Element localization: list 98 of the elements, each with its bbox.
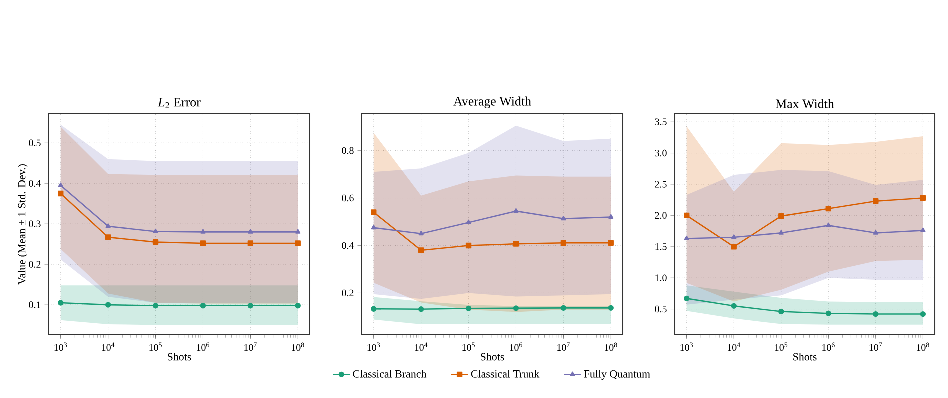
x-tick-label: 10$^{5}$ [775, 342, 788, 352]
point [732, 234, 737, 240]
point [608, 240, 614, 246]
point [466, 242, 472, 249]
point [778, 230, 784, 235]
x-tick-label: 10$^{4}$ [415, 342, 428, 352]
x-tick-label: 10$^{3}$ [680, 342, 694, 352]
point [295, 240, 301, 246]
x-tick-label: 10$^{7}$ [244, 342, 257, 352]
point [371, 210, 377, 216]
point [106, 224, 111, 228]
x-axis-title: Shots [794, 352, 817, 361]
point [684, 212, 690, 219]
y-tick-label: 3.0 [655, 150, 667, 157]
point [873, 311, 879, 318]
y-tick-label: 1.5 [656, 244, 667, 250]
point [873, 230, 878, 235]
point [248, 240, 254, 246]
point [873, 198, 879, 204]
x-tick-label: 10$^{4}$ [102, 342, 115, 352]
point [200, 229, 206, 234]
x-tick-label: 10$^{8}$ [292, 342, 304, 352]
x-tick-label: 10$^{6}$ [510, 342, 522, 352]
x-tick-label: 10$^{3}$ [54, 342, 68, 352]
point [513, 241, 520, 247]
point [418, 231, 424, 236]
point [731, 303, 737, 310]
x-axis-title: Shots [481, 352, 504, 361]
point [466, 306, 472, 312]
x-tick-label: 10$^{3}$ [368, 342, 380, 352]
chart-title: Max Width [776, 99, 834, 108]
point [778, 308, 784, 315]
x-tick-label: 10$^{8}$ [605, 342, 618, 352]
point [731, 244, 737, 250]
y-tick-label: 0.4 [29, 180, 42, 187]
x-tick-label: 10$^{6}$ [197, 342, 210, 352]
y-tick-label: 0.2 [342, 290, 354, 297]
x-tick-label: 10$^{8}$ [917, 342, 930, 352]
point [371, 225, 376, 230]
y-tick-label: 2.5 [655, 181, 667, 188]
point [296, 229, 301, 234]
point [152, 239, 159, 246]
x-tick-label: 10$^{6}$ [822, 342, 835, 352]
point [513, 306, 520, 312]
y-tick-label: 0.6 [342, 194, 354, 202]
point [778, 213, 784, 220]
point [58, 300, 64, 306]
point [58, 182, 64, 188]
legend-label: Classical Branch [353, 370, 427, 378]
y-axis-title: Value (Mean ± 1 Std. Dev.) [18, 164, 28, 285]
point [105, 234, 112, 240]
chart-title: Average Width [454, 96, 532, 108]
point [152, 303, 159, 309]
point [561, 216, 566, 221]
x-tick-label: 10$^{7}$ [870, 342, 882, 352]
point [153, 228, 158, 234]
point [371, 306, 377, 312]
point [248, 303, 254, 309]
x-tick-label: 10$^{5}$ [462, 342, 475, 352]
point [58, 190, 64, 197]
point [200, 240, 206, 246]
point [826, 206, 832, 212]
x-axis-title: Shots [168, 352, 192, 361]
chart-title: L$_{2}$ Error [158, 98, 201, 108]
point [560, 240, 567, 246]
y-tick-label: 0.4 [342, 242, 354, 250]
legend-label: Classical Trunk [471, 370, 540, 378]
point [418, 306, 424, 312]
point [248, 229, 254, 234]
y-tick-label: 0.2 [29, 261, 41, 268]
y-tick-label: 1.0 [656, 274, 667, 282]
point [920, 228, 926, 232]
point [920, 311, 926, 318]
y-tick-label: 0.5 [29, 140, 41, 147]
point [826, 222, 832, 228]
y-tick-label: 0.1 [29, 302, 41, 308]
point [418, 248, 424, 254]
y-tick-label: 0.5 [655, 306, 667, 313]
point [608, 214, 614, 220]
x-tick-label: 10$^{4}$ [728, 342, 740, 352]
point [920, 195, 926, 202]
point [826, 310, 832, 316]
y-tick-label: 0.8 [342, 147, 354, 154]
x-tick-label: 10$^{5}$ [150, 342, 162, 352]
y-tick-label: 2.0 [655, 212, 667, 220]
y-tick-label: 0.3 [29, 220, 41, 228]
point [514, 208, 519, 214]
legend-label: Fully Quantum [584, 370, 650, 380]
y-tick-label: 3.5 [655, 118, 667, 126]
point [466, 220, 472, 224]
point [684, 296, 690, 302]
x-tick-label: 10$^{7}$ [558, 342, 570, 352]
point [105, 302, 112, 308]
point [200, 303, 206, 309]
point [295, 303, 301, 309]
point [608, 305, 614, 312]
point [684, 236, 690, 241]
point [560, 305, 567, 312]
